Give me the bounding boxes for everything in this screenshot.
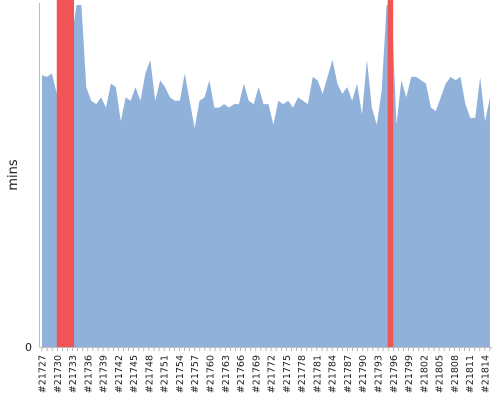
x-tick-label: #21757 bbox=[190, 355, 201, 393]
x-tick-label: #21793 bbox=[374, 355, 385, 393]
x-tick-label: #21814 bbox=[480, 355, 491, 393]
x-tick-label: #21745 bbox=[129, 355, 140, 393]
y-tick-label-0: 0 bbox=[25, 341, 32, 354]
x-tick-label: #21730 bbox=[53, 355, 64, 393]
failed-build-band-0 bbox=[56, 0, 75, 347]
plot-area bbox=[42, 0, 490, 347]
x-tick-label: #21802 bbox=[419, 355, 430, 393]
x-tick-label: #21739 bbox=[99, 355, 110, 393]
x-tick-label: #21748 bbox=[144, 355, 155, 393]
x-tick-label: #21805 bbox=[435, 355, 446, 393]
x-tick-label: #21811 bbox=[465, 355, 476, 393]
x-tick-label: #21766 bbox=[236, 355, 247, 393]
x-tick-label: #21727 bbox=[38, 355, 49, 393]
axes bbox=[39, 3, 492, 348]
x-tick-label: #21787 bbox=[343, 355, 354, 393]
x-tick-label: #21781 bbox=[312, 355, 323, 393]
x-tick-label: #21760 bbox=[206, 355, 217, 393]
x-tick-label: #21799 bbox=[404, 355, 415, 393]
x-tick-label: #21772 bbox=[267, 355, 278, 393]
x-tick-label: #21775 bbox=[282, 355, 293, 393]
x-tick-label: #21790 bbox=[358, 355, 369, 393]
x-tick-label: #21742 bbox=[114, 355, 125, 393]
failed-build-band-1 bbox=[387, 0, 394, 347]
x-tick-label: #21784 bbox=[328, 355, 339, 393]
x-tick-label: #21736 bbox=[83, 355, 94, 393]
x-tick-label: #21754 bbox=[175, 355, 186, 393]
x-tick-label: #21796 bbox=[389, 355, 400, 393]
x-tick-label: #21751 bbox=[160, 355, 171, 393]
x-tick-label: #21778 bbox=[297, 355, 308, 393]
x-tick-label: #21763 bbox=[221, 355, 232, 393]
x-tick-label: #21808 bbox=[450, 355, 461, 393]
x-tick-label: #21769 bbox=[251, 355, 262, 393]
duration-area bbox=[42, 5, 490, 347]
x-tick-label: #21733 bbox=[68, 355, 79, 393]
y-axis-label: mins bbox=[6, 159, 21, 191]
x-axis-ticks: #21727 #21730 #21733 #21736 #21739 #21742 #217… bbox=[38, 348, 491, 393]
